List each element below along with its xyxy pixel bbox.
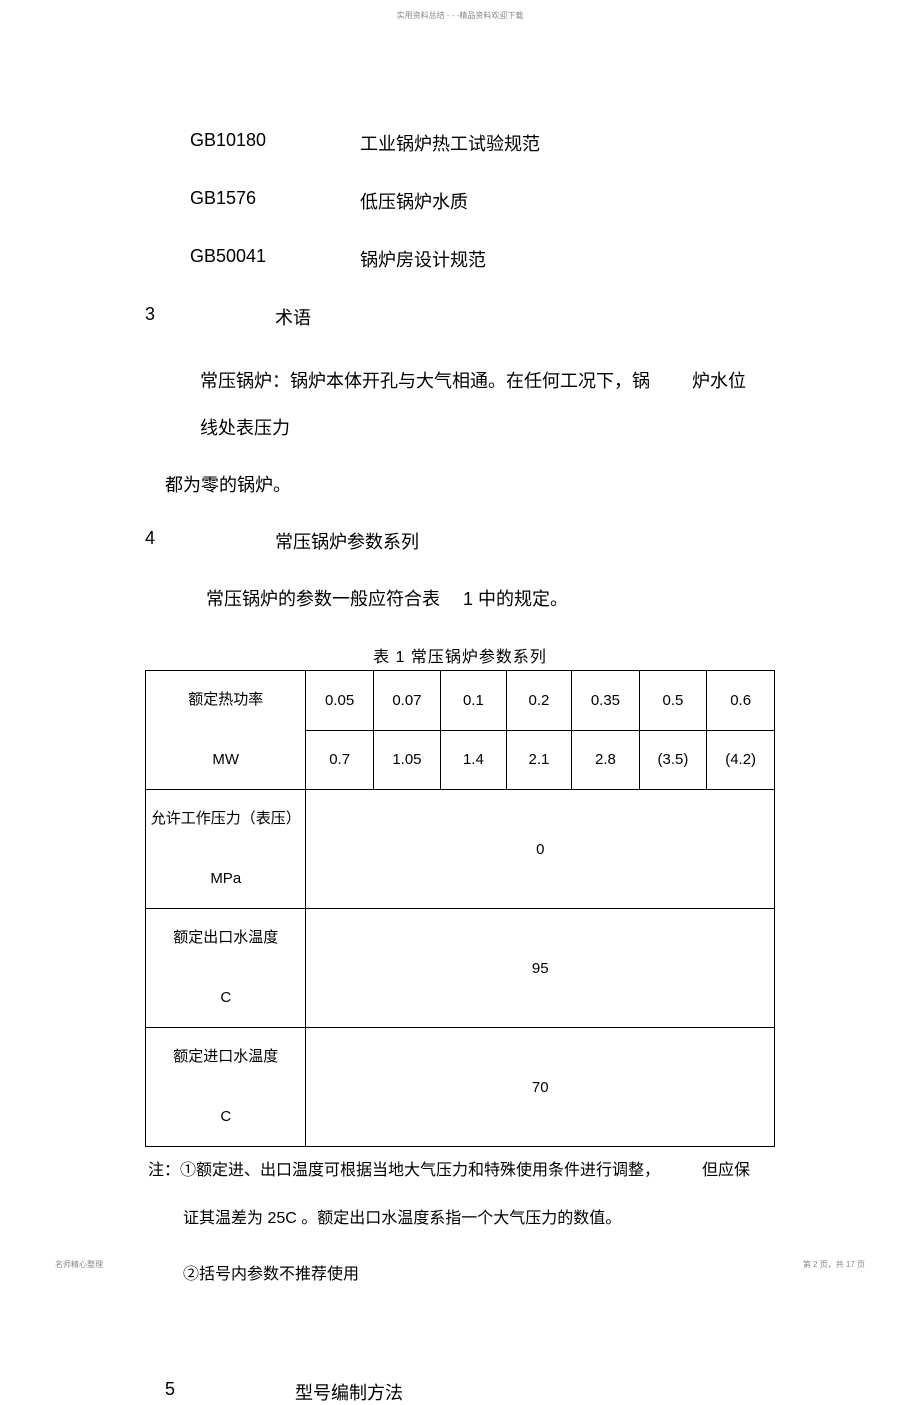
- footer-left: 名师精心整理: [55, 1259, 103, 1270]
- section-title: 型号编制方法: [295, 1379, 755, 1405]
- section-number: 3: [145, 304, 275, 330]
- value-cell: 0.2: [506, 671, 572, 731]
- note-1-line-2: 证其温差为 25C 。额定出口水温度系指一个大气压力的数值。: [148, 1195, 775, 1243]
- section-4-header: 4 常压锅炉参数系列: [145, 528, 755, 554]
- section-number: 5: [165, 1379, 295, 1405]
- standard-name: 低压锅炉水质: [360, 188, 755, 214]
- footer-right: 第 2 页，共 17 页: [803, 1259, 865, 1270]
- value-cell: 2.8: [572, 730, 639, 790]
- merged-value-cell: 95: [306, 909, 775, 1028]
- standard-code: GB1576: [165, 188, 360, 214]
- label-unit: C: [220, 1108, 231, 1125]
- table-row: 额定出口水温度 C 95: [146, 909, 775, 1028]
- value-cell: 1.4: [441, 730, 507, 790]
- row-label: 额定出口水温度 C: [146, 909, 306, 1028]
- document-content: GB10180 工业锅炉热工试验规范 GB1576 低压锅炉水质 GB50041…: [0, 0, 920, 1405]
- table-row: 允许工作压力（表压） MPa 0: [146, 790, 775, 909]
- standard-code: GB50041: [165, 246, 360, 272]
- note-2: ②括号内参数不推荐使用: [148, 1251, 775, 1299]
- value-cell: 0.7: [306, 730, 373, 790]
- value-cell: 0.35: [572, 671, 639, 731]
- label-text: 额定热功率: [188, 691, 263, 708]
- merged-value-cell: 0: [306, 790, 775, 909]
- label-unit: MPa: [210, 870, 241, 887]
- table-row: 额定进口水温度 C 70: [146, 1028, 775, 1147]
- label-unit: C: [220, 989, 231, 1006]
- section-3-paragraph: 常压锅炉：锅炉本体开孔与大气相通。在任何工况下，锅 炉水位线处表压力: [165, 358, 755, 452]
- section-title: 常压锅炉参数系列: [275, 528, 755, 554]
- value-cell: 0.05: [306, 671, 373, 731]
- merged-value-cell: 70: [306, 1028, 775, 1147]
- section-3-header: 3 术语: [145, 304, 755, 330]
- standard-name: 锅炉房设计规范: [360, 246, 755, 272]
- row-label: 额定热功率 MW: [146, 671, 306, 790]
- value-cell: 0.07: [373, 671, 440, 731]
- value-cell: (3.5): [639, 730, 707, 790]
- standard-row: GB10180 工业锅炉热工试验规范: [165, 130, 755, 156]
- row-label: 额定进口水温度 C: [146, 1028, 306, 1147]
- standard-row: GB50041 锅炉房设计规范: [165, 246, 755, 272]
- note-text-a: 注：①额定进、出口温度可根据当地大气压力和特殊使用条件进行调整，: [148, 1162, 660, 1179]
- value-cell: 0.5: [639, 671, 707, 731]
- section-3-paragraph-cont: 都为零的锅炉。: [165, 462, 755, 509]
- value-cell: 1.05: [373, 730, 440, 790]
- section-number: 4: [145, 528, 275, 554]
- section-title: 术语: [275, 304, 755, 330]
- standard-code: GB10180: [165, 130, 360, 156]
- standard-name: 工业锅炉热工试验规范: [360, 130, 755, 156]
- page-header: 实用资料总结 - - -精品资料欢迎下载: [397, 10, 524, 21]
- note-1-line-1: 注：①额定进、出口温度可根据当地大气压力和特殊使用条件进行调整， 但应保: [148, 1147, 775, 1195]
- label-text: 允许工作压力（表压）: [151, 810, 301, 827]
- value-cell: 2.1: [506, 730, 572, 790]
- label-text: 额定出口水温度: [173, 929, 278, 946]
- label-text: 额定进口水温度: [173, 1048, 278, 1065]
- value-cell: 0.1: [441, 671, 507, 731]
- standard-row: GB1576 低压锅炉水质: [165, 188, 755, 214]
- section-5-header: 5 型号编制方法: [165, 1379, 755, 1405]
- table-caption: 表 1 常压锅炉参数系列: [165, 643, 755, 667]
- table-notes: 注：①额定进、出口温度可根据当地大气压力和特殊使用条件进行调整， 但应保 证其温…: [145, 1147, 775, 1299]
- value-cell: 0.6: [707, 671, 775, 731]
- label-unit: MW: [212, 751, 239, 768]
- definition-text-a: 常压锅炉：锅炉本体开孔与大气相通。在任何工况下，锅: [200, 371, 650, 391]
- table-row: 额定热功率 MW 0.05 0.07 0.1 0.2 0.35 0.5 0.6: [146, 671, 775, 731]
- note-text-b: 但应保: [702, 1147, 750, 1195]
- value-cell: (4.2): [707, 730, 775, 790]
- row-label: 允许工作压力（表压） MPa: [146, 790, 306, 909]
- parameter-table: 额定热功率 MW 0.05 0.07 0.1 0.2 0.35 0.5 0.6 …: [145, 670, 775, 1147]
- section-4-paragraph: 常压锅炉的参数一般应符合表 1 中的规定。: [165, 576, 755, 623]
